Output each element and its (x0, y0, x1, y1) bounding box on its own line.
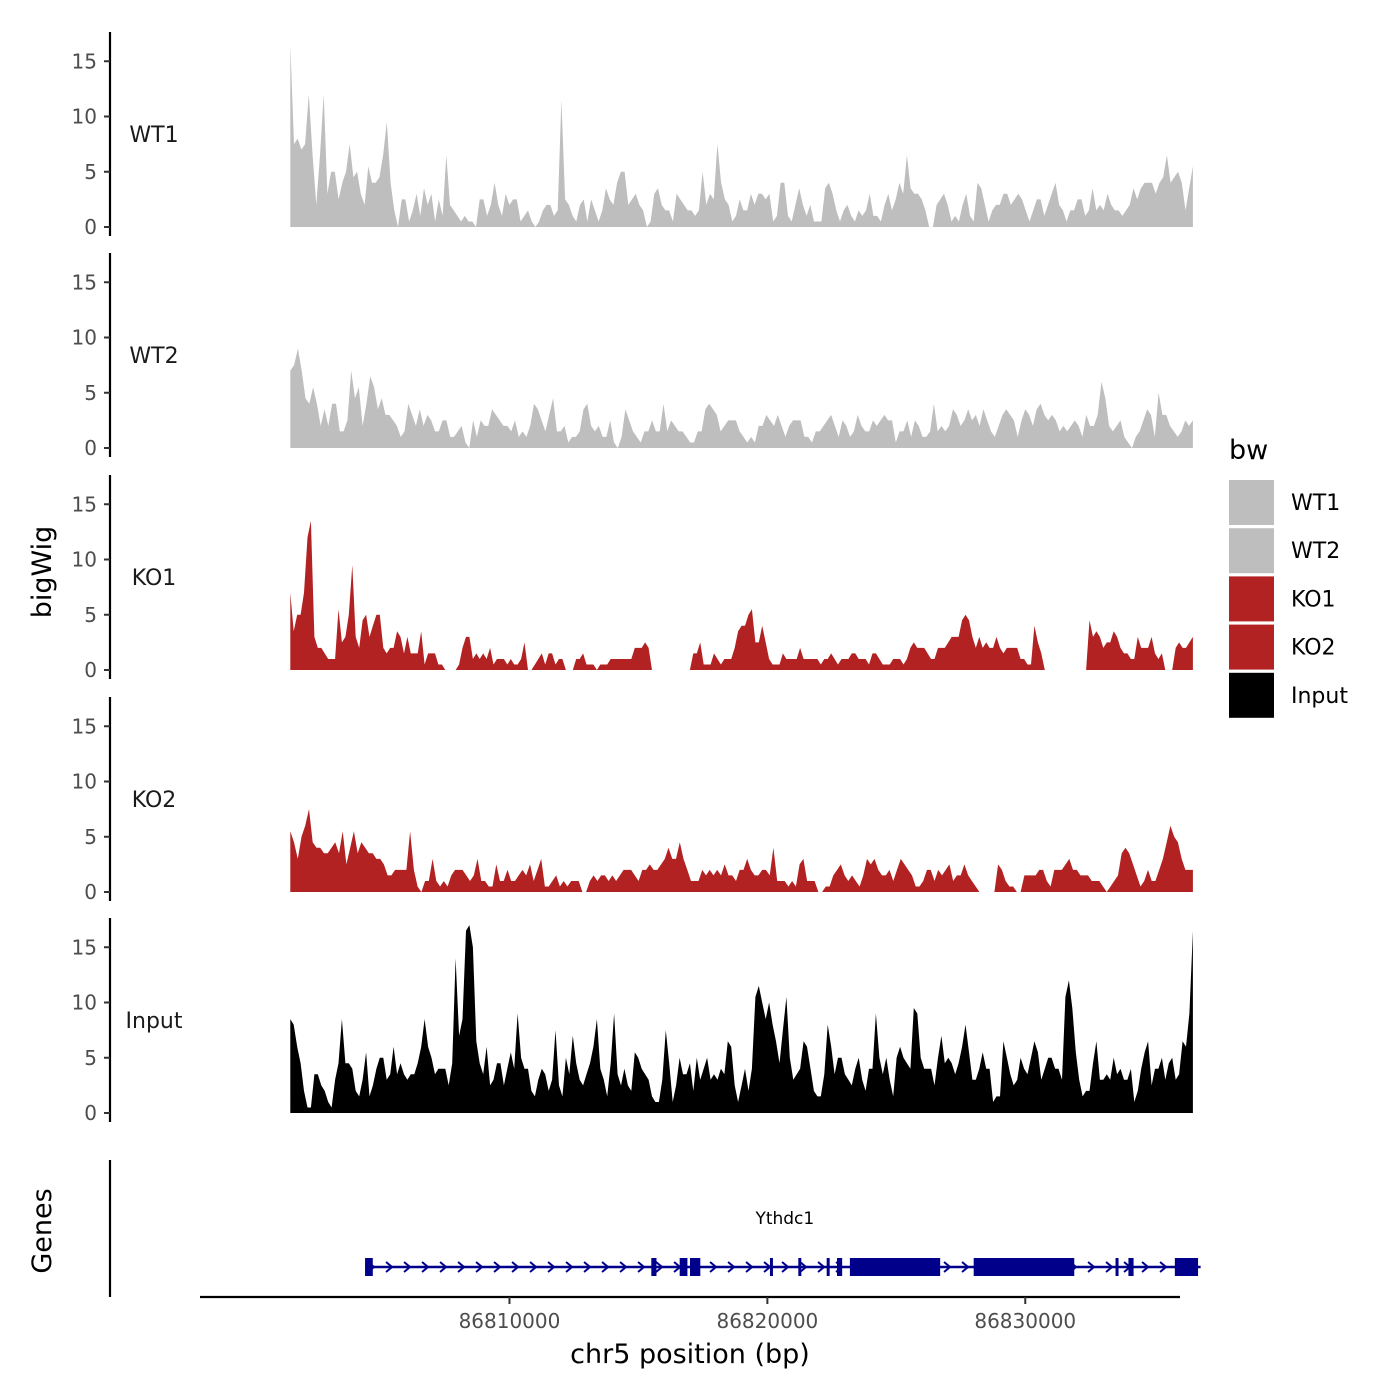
exon-11 (1115, 1258, 1119, 1276)
exon-13 (1174, 1258, 1199, 1276)
strand-arrow (439, 1261, 448, 1273)
strand-arrow (547, 1261, 556, 1273)
strand-arrow (421, 1261, 430, 1273)
exon-4 (690, 1258, 701, 1276)
y-tick-label-ko2-10: 10 (72, 770, 97, 794)
legend-swatch-ko2 (1229, 624, 1274, 670)
coverage-area-wt1 (290, 44, 1193, 228)
legend-label-ko2: KO2 (1291, 636, 1336, 661)
strand-arrow (1141, 1261, 1150, 1273)
y-tick-label-wt2-5: 5 (84, 381, 97, 405)
strand-arrow (817, 1261, 826, 1273)
y-tick-label-input-0: 0 (84, 1101, 97, 1125)
y-tick-label-wt2-0: 0 (84, 436, 97, 460)
exon-3 (679, 1258, 688, 1276)
track-label-wt2: WT2 (129, 344, 178, 369)
track-wt2: 0 5 10 15 WT2 (72, 253, 1193, 460)
y-tick-label-ko1-15: 15 (72, 492, 97, 516)
gene-label-ythdc1: Ythdc1 (754, 1209, 814, 1229)
legend: bw WT1 WT2 KO1 KO2 Input (1229, 435, 1348, 718)
strand-arrow (637, 1261, 646, 1273)
x-tick-label-1: 86810000 (459, 1309, 561, 1333)
legend-label-wt1: WT1 (1291, 491, 1340, 516)
strand-arrow (457, 1261, 466, 1273)
legend-swatch-input (1229, 672, 1274, 718)
legend-label-input: Input (1291, 684, 1348, 709)
strand-arrow (709, 1261, 718, 1273)
strand-arrow (619, 1261, 628, 1273)
y-tick-label-wt1-15: 15 (72, 49, 97, 73)
track-wt1: 0 5 10 15 WT1 (72, 32, 1193, 239)
y-axis-title: bigWig (27, 526, 58, 619)
y-tick-label-input-10: 10 (72, 991, 97, 1015)
track-label-input: Input (126, 1009, 183, 1034)
legend-label-ko1: KO1 (1291, 587, 1336, 612)
x-axis: 86810000 86820000 86830000 (200, 1295, 1180, 1333)
track-label-ko1: KO1 (132, 566, 177, 591)
strand-arrow (655, 1261, 664, 1273)
strand-arrow (961, 1261, 970, 1273)
legend-swatch-wt2 (1229, 528, 1274, 574)
strand-arrow (727, 1261, 736, 1273)
bigwig-tracks: 0 5 10 15 WT1 0 5 10 15 WT2 0 5 10 15 KO1 0 5 10 15 KO2 0 5 10… (72, 32, 1193, 1125)
strand-arrow (943, 1261, 952, 1273)
legend-swatch-wt1 (1229, 480, 1274, 525)
strand-arrow (475, 1261, 484, 1273)
y-tick-label-ko2-0: 0 (84, 880, 97, 904)
legend-swatch-ko1 (1229, 576, 1274, 622)
exon-12 (1128, 1258, 1134, 1276)
strand-arrow (403, 1261, 412, 1273)
legend-title: bw (1229, 435, 1268, 466)
strand-arrow (529, 1261, 538, 1273)
track-label-wt1: WT1 (129, 123, 178, 148)
track-label-ko2: KO2 (132, 788, 177, 813)
y-tick-label-ko1-5: 5 (84, 603, 97, 627)
y-tick-label-ko2-5: 5 (84, 825, 97, 849)
y-tick-label-wt1-10: 10 (72, 105, 97, 129)
gene-track-title: Genes (27, 1188, 58, 1273)
coverage-area-ko1 (290, 520, 1193, 670)
strand-arrow (385, 1261, 394, 1273)
strand-arrow (565, 1261, 574, 1273)
y-tick-label-input-15: 15 (72, 935, 97, 959)
strand-arrow (781, 1261, 790, 1273)
x-tick-label-3: 86830000 (974, 1309, 1076, 1333)
track-ko1: 0 5 10 15 KO1 (72, 475, 1193, 682)
y-tick-label-wt2-15: 15 (72, 270, 97, 294)
exon-5 (769, 1258, 773, 1276)
strand-arrow (1105, 1261, 1114, 1273)
x-axis-title: chr5 position (bp) (570, 1339, 810, 1370)
coverage-area-ko2 (290, 809, 1193, 892)
exon-1 (365, 1258, 373, 1276)
strand-arrow (1159, 1261, 1168, 1273)
track-ko2: 0 5 10 15 KO2 (72, 697, 1193, 904)
strand-arrow (601, 1261, 610, 1273)
exon-6 (798, 1258, 802, 1276)
track-input: 0 5 10 15 Input (72, 918, 1193, 1125)
x-tick-label-2: 86820000 (716, 1309, 818, 1333)
coverage-area-input (290, 925, 1193, 1113)
gene-track: Ythdc1 (108, 1160, 1201, 1297)
strand-arrow (1087, 1261, 1096, 1273)
exon-2 (651, 1258, 657, 1276)
exon-8 (837, 1258, 843, 1276)
strand-arrow (511, 1261, 520, 1273)
y-tick-label-wt1-5: 5 (84, 160, 97, 184)
exon-9 (849, 1258, 941, 1276)
strand-arrow (493, 1261, 502, 1273)
coverage-area-wt2 (290, 348, 1193, 448)
exon-10 (973, 1258, 1075, 1276)
exon-7 (826, 1258, 830, 1276)
y-tick-label-ko1-10: 10 (72, 548, 97, 572)
y-tick-label-wt2-10: 10 (72, 326, 97, 350)
strand-arrow (799, 1261, 808, 1273)
strand-arrow (583, 1261, 592, 1273)
y-tick-label-wt1-0: 0 (84, 215, 97, 239)
strand-arrow (745, 1261, 754, 1273)
y-tick-label-ko1-0: 0 (84, 658, 97, 682)
legend-label-wt2: WT2 (1291, 539, 1340, 564)
y-tick-label-input-5: 5 (84, 1046, 97, 1070)
y-tick-label-ko2-15: 15 (72, 714, 97, 738)
